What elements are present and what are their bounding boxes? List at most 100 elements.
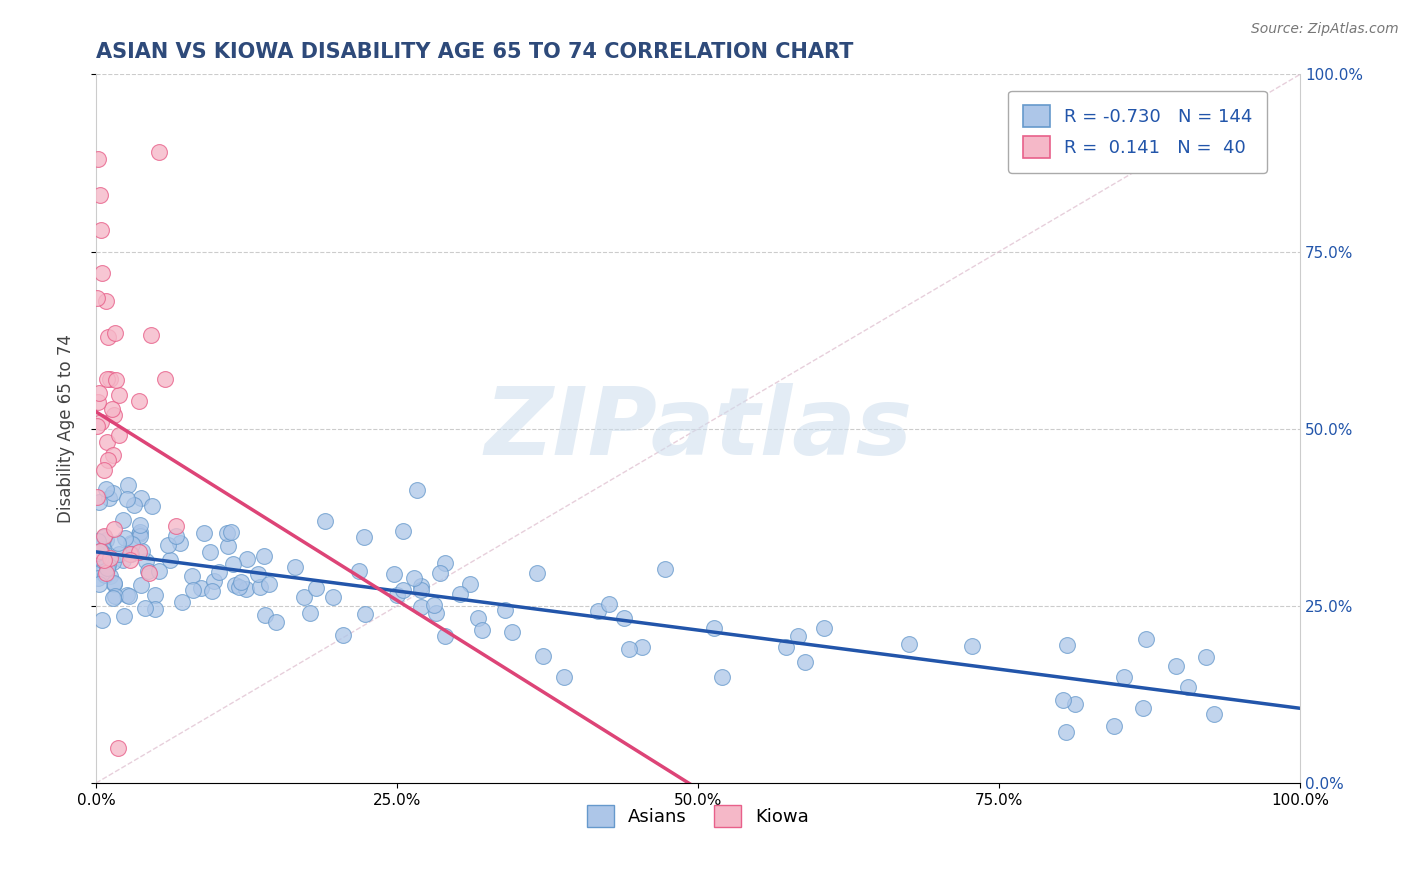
Point (385, 588, 408, 602)
Point (97, 452, 120, 467)
Point (87, 577, 110, 591)
Point (284, 560, 307, 574)
Point (94, 549, 117, 563)
Point (1102, 719, 1125, 733)
Point (135, 554, 157, 568)
Point (87, 571, 110, 585)
Point (117, 491, 139, 506)
Point (247, 566, 270, 581)
Point (219, 525, 242, 540)
Point (136, 564, 159, 578)
Point (429, 566, 451, 581)
Point (93, 553, 115, 567)
Point (249, 580, 271, 594)
Y-axis label: Disability Age 65 to 74: Disability Age 65 to 74 (58, 334, 75, 524)
Point (94, 568, 117, 582)
Point (1177, 680, 1199, 694)
Point (138, 566, 160, 581)
Point (181, 583, 204, 598)
Point (215, 526, 238, 541)
Point (112, 513, 135, 527)
Point (96, 561, 118, 575)
Point (382, 567, 405, 582)
Point (145, 602, 167, 616)
Point (202, 574, 225, 588)
Point (129, 578, 152, 592)
Point (200, 545, 222, 559)
Point (118, 590, 141, 604)
Point (159, 553, 181, 567)
Point (190, 581, 212, 595)
Point (501, 625, 523, 640)
Point (90, 543, 112, 558)
Point (257, 576, 280, 591)
Point (107, 547, 129, 561)
Point (1166, 659, 1188, 673)
Point (97, 329, 120, 343)
Point (711, 670, 734, 684)
Point (193, 525, 215, 540)
Point (588, 603, 610, 617)
Point (425, 606, 447, 620)
Point (148, 565, 170, 579)
Point (101, 402, 124, 417)
Point (353, 607, 375, 621)
Point (411, 599, 433, 614)
Point (94, 566, 117, 581)
Point (253, 549, 276, 563)
Point (598, 598, 620, 612)
Point (960, 639, 983, 653)
Point (100, 569, 122, 583)
Point (118, 548, 141, 562)
Point (91, 613, 114, 627)
Point (128, 545, 150, 559)
Point (93, 463, 115, 477)
Point (531, 649, 554, 664)
Point (89, 386, 111, 401)
Point (434, 556, 457, 570)
Point (94, 294, 117, 309)
Point (104, 590, 127, 604)
Point (1132, 701, 1154, 715)
Point (96, 434, 118, 449)
Point (128, 393, 150, 408)
Point (87, 533, 110, 548)
Point (114, 532, 136, 546)
Point (654, 562, 676, 576)
Point (129, 529, 152, 543)
Point (165, 529, 187, 543)
Point (120, 536, 142, 550)
Point (222, 557, 245, 571)
Point (404, 571, 426, 585)
Point (405, 483, 427, 498)
Point (165, 519, 187, 533)
Point (613, 611, 636, 625)
Point (115, 588, 138, 602)
Point (1064, 697, 1087, 711)
Point (104, 373, 127, 387)
Point (434, 629, 457, 643)
Point (1112, 670, 1135, 684)
Point (322, 590, 344, 604)
Point (1054, 725, 1077, 739)
Point (108, 428, 131, 442)
Point (101, 591, 124, 605)
Point (471, 623, 494, 637)
Point (103, 408, 125, 422)
Point (181, 569, 204, 583)
Point (86, 565, 108, 579)
Point (392, 582, 415, 597)
Point (235, 582, 257, 597)
Legend: Asians, Kiowa: Asians, Kiowa (579, 797, 817, 834)
Point (90, 415, 112, 429)
Point (148, 145, 170, 159)
Point (93, 529, 115, 543)
Point (107, 740, 129, 755)
Point (292, 590, 315, 604)
Point (117, 478, 139, 492)
Point (86, 394, 108, 409)
Point (1204, 706, 1226, 721)
Point (134, 601, 156, 615)
Point (170, 594, 193, 608)
Point (91, 541, 114, 556)
